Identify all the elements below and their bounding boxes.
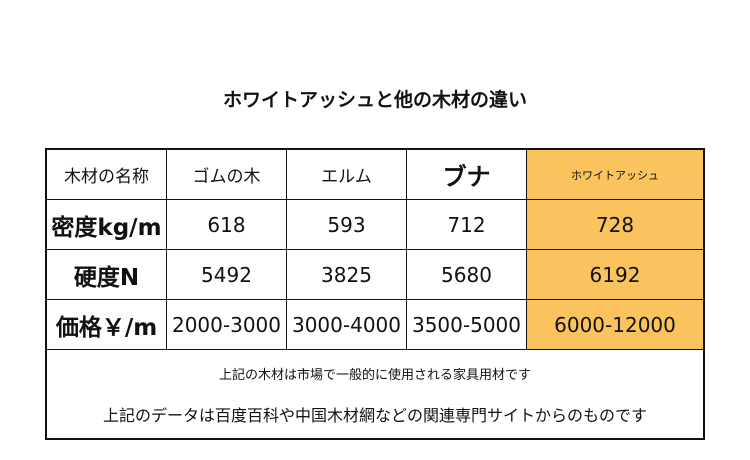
table-row: 硬度N 5492 3825 5680 6192 <box>47 250 703 300</box>
table-cell: 2000-3000 <box>167 300 287 349</box>
header-cell-elm: エルム <box>287 150 407 199</box>
table-cell: 712 <box>407 200 527 249</box>
page-title: ホワイトアッシュと他の木材の違い <box>222 89 527 111</box>
table-cell: 3500-5000 <box>407 300 527 349</box>
table-cell-highlight: 6192 <box>527 250 703 299</box>
table-cell: 5680 <box>407 250 527 299</box>
note-text: 上記の木材は市場で一般的に使用される家具用材です <box>218 368 531 383</box>
table-cell: 3000-4000 <box>287 300 407 349</box>
row-label-price: 価格￥/m <box>47 300 167 349</box>
table-cell: 593 <box>287 200 407 249</box>
table-cell: 618 <box>167 200 287 249</box>
note-text: 上記のデータは百度百科や中国木材網などの関連専門サイトからのものです <box>102 406 647 425</box>
header-cell-rubberwood: ゴムの木 <box>167 150 287 199</box>
table-cell: 5492 <box>167 250 287 299</box>
comparison-table: 木材の名称 ゴムの木 エルム ブナ ホワイトアッシュ 密度kg/m 618 59… <box>45 148 705 440</box>
header-cell-beech: ブナ <box>407 150 527 199</box>
table-row: 価格￥/m 2000-3000 3000-4000 3500-5000 6000… <box>47 300 703 350</box>
table-row: 密度kg/m 618 593 712 728 <box>47 200 703 250</box>
header-cell-name: 木材の名称 <box>47 150 167 199</box>
table-header-row: 木材の名称 ゴムの木 エルム ブナ ホワイトアッシュ <box>47 150 703 200</box>
table-cell: 3825 <box>287 250 407 299</box>
table-notes: 上記の木材は市場で一般的に使用される家具用材です 上記のデータは百度百科や中国木… <box>47 350 703 438</box>
row-label-density: 密度kg/m <box>47 200 167 249</box>
table-cell-highlight: 6000-12000 <box>527 300 703 349</box>
table-cell-highlight: 728 <box>527 200 703 249</box>
row-label-hardness: 硬度N <box>47 250 167 299</box>
header-cell-white-ash: ホワイトアッシュ <box>527 150 703 199</box>
